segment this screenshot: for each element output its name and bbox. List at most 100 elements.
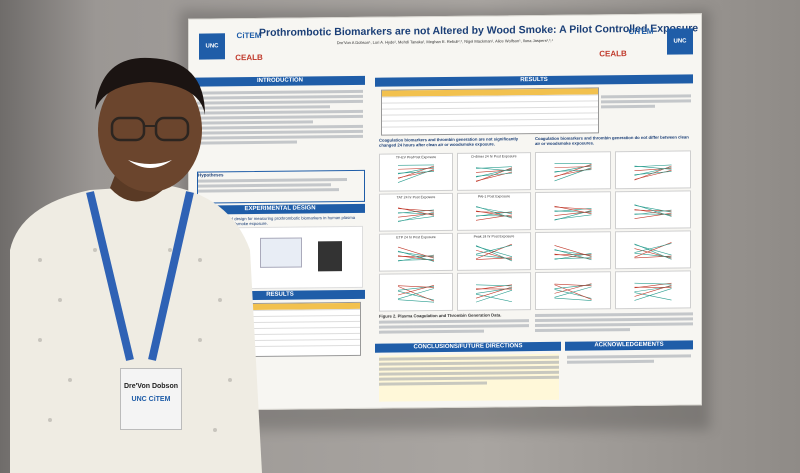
mini-plot xyxy=(535,151,611,191)
patterned-shirt xyxy=(10,185,262,473)
subject-trajectory xyxy=(634,204,672,217)
name-badge: Dre'Von Dobson UNC CiTEM xyxy=(120,368,182,430)
shirt-pattern xyxy=(38,248,232,432)
subject-trajectory xyxy=(397,167,435,170)
subject-trajectory xyxy=(634,243,672,260)
subject-trajectory xyxy=(397,285,435,288)
subject-trajectory xyxy=(634,243,672,253)
mini-plot: D-dimer 24 hr Post Exposure xyxy=(457,152,531,191)
mini-plot: TF-EV Pre/Post Exposure xyxy=(379,152,453,192)
hair xyxy=(95,57,205,115)
mini-plot-lines xyxy=(475,284,513,303)
smile xyxy=(128,160,172,168)
subject-trajectory xyxy=(475,245,513,262)
mini-plot-title: Peak 24 hr Post Exposure xyxy=(473,234,515,239)
poster-authors: Dre'Von A Dobson¹, Lori A. Hyde², Mehdi … xyxy=(336,37,554,46)
analyzer-instrument xyxy=(318,241,342,272)
mini-plot-title: TAT 24 hr Post Exposure xyxy=(396,195,436,200)
badge-name: Dre'Von Dobson xyxy=(123,383,179,390)
subject-trajectory xyxy=(397,250,435,262)
subject-trajectory xyxy=(475,289,513,303)
mini-plot: Peak 24 hr Post Exposure xyxy=(457,232,531,271)
mini-plot xyxy=(379,272,453,312)
subject-trajectory xyxy=(554,286,592,298)
subject-demographics-table xyxy=(381,87,599,136)
lanyard-left xyxy=(86,191,134,361)
right-panel-title: Coagulation biomarkers and thrombin gene… xyxy=(535,134,689,147)
subject-trajectory xyxy=(634,165,672,170)
lanyard-right xyxy=(148,191,194,361)
subject-trajectory xyxy=(397,171,435,174)
mini-plot: ETP 24 hr Post Exposure xyxy=(379,232,453,272)
mini-plot xyxy=(535,231,611,271)
mini-plot-lines xyxy=(475,166,513,183)
citem-logo-right: CiTEM xyxy=(628,26,654,37)
mini-plot: PAI-1 Post Exposure xyxy=(457,192,531,231)
mini-plot-lines xyxy=(554,162,592,182)
subject-trajectory xyxy=(397,288,435,300)
glasses-left-lens xyxy=(110,116,146,142)
acknowledgements-header: ACKNOWLEDGEMENTS xyxy=(565,340,693,351)
subject-trajectory xyxy=(475,244,513,255)
subject-trajectory xyxy=(475,172,513,177)
subject-trajectory xyxy=(475,167,513,172)
poster-title: Prothrombotic Biomarkers are not Altered… xyxy=(259,22,702,39)
demographics-caption xyxy=(601,92,691,123)
subject-trajectory xyxy=(397,246,435,259)
mini-plot xyxy=(615,230,691,270)
subject-trajectory xyxy=(634,171,672,175)
figure3-caption xyxy=(535,310,693,338)
subject-trajectory xyxy=(634,282,672,285)
results-right-header: RESULTS xyxy=(375,74,693,87)
mini-plot xyxy=(615,270,691,310)
subject-trajectory xyxy=(634,292,672,301)
conclusions-header: CONCLUSIONS/FUTURE DIRECTIONS xyxy=(375,341,561,353)
subject-trajectory xyxy=(554,283,592,287)
mini-plot xyxy=(615,150,691,190)
subject-trajectory xyxy=(634,286,672,288)
mini-plot xyxy=(535,191,611,231)
subject-trajectory xyxy=(634,288,672,301)
mini-plot-lines xyxy=(554,245,592,261)
subject-trajectory xyxy=(475,293,513,303)
subject-trajectory xyxy=(554,214,592,220)
mini-plot-lines xyxy=(397,284,435,303)
mini-plot-lines xyxy=(554,283,592,301)
mini-plot-lines xyxy=(475,243,513,262)
subject-trajectory xyxy=(475,205,513,219)
unc-logo-right: UNC xyxy=(667,28,693,55)
mini-plot-title: PAI-1 Post Exposure xyxy=(477,194,511,199)
subject-trajectory xyxy=(554,206,592,210)
left-panel-title: Coagulation biomarkers and thrombin gene… xyxy=(379,136,519,148)
mini-plot-lines xyxy=(397,246,435,262)
subject-trajectory xyxy=(475,288,513,290)
conclusions-text xyxy=(379,353,559,402)
glasses-right-lens xyxy=(154,116,190,142)
subject-trajectory xyxy=(554,166,592,168)
mini-plot-lines xyxy=(634,282,672,301)
mini-plot-lines xyxy=(634,204,672,219)
subject-trajectory xyxy=(554,249,592,261)
acknowledgements-text xyxy=(567,352,691,399)
subject-trajectory xyxy=(554,205,592,214)
subject-trajectory xyxy=(554,297,592,301)
mini-plot-title: TF-EV Pre/Post Exposure xyxy=(395,155,437,160)
subject-trajectory xyxy=(397,207,435,216)
subject-trajectory xyxy=(554,245,592,257)
mini-plot-lines xyxy=(634,164,672,181)
mini-plot xyxy=(615,190,691,230)
ceal-logo-right: CEALB xyxy=(599,49,627,59)
mini-plot-title: ETP 24 hr Post Exposure xyxy=(396,235,436,240)
subject-trajectory xyxy=(397,299,435,303)
research-poster: UNC CiTEM CEALB Prothrombotic Biomarkers… xyxy=(188,13,702,411)
mini-plot-lines xyxy=(397,207,435,223)
face xyxy=(98,68,202,192)
figure2-caption: Figure 2. Plasma Coagulation and Thrombi… xyxy=(379,312,529,340)
mini-plot-lines xyxy=(397,164,435,183)
presenter-person xyxy=(10,57,262,473)
mini-plot: TAT 24 hr Post Exposure xyxy=(379,192,453,232)
mini-plot-title: D-dimer 24 hr Post Exposure xyxy=(471,154,517,159)
subject-trajectory xyxy=(397,216,435,222)
subject-trajectory xyxy=(554,169,592,172)
